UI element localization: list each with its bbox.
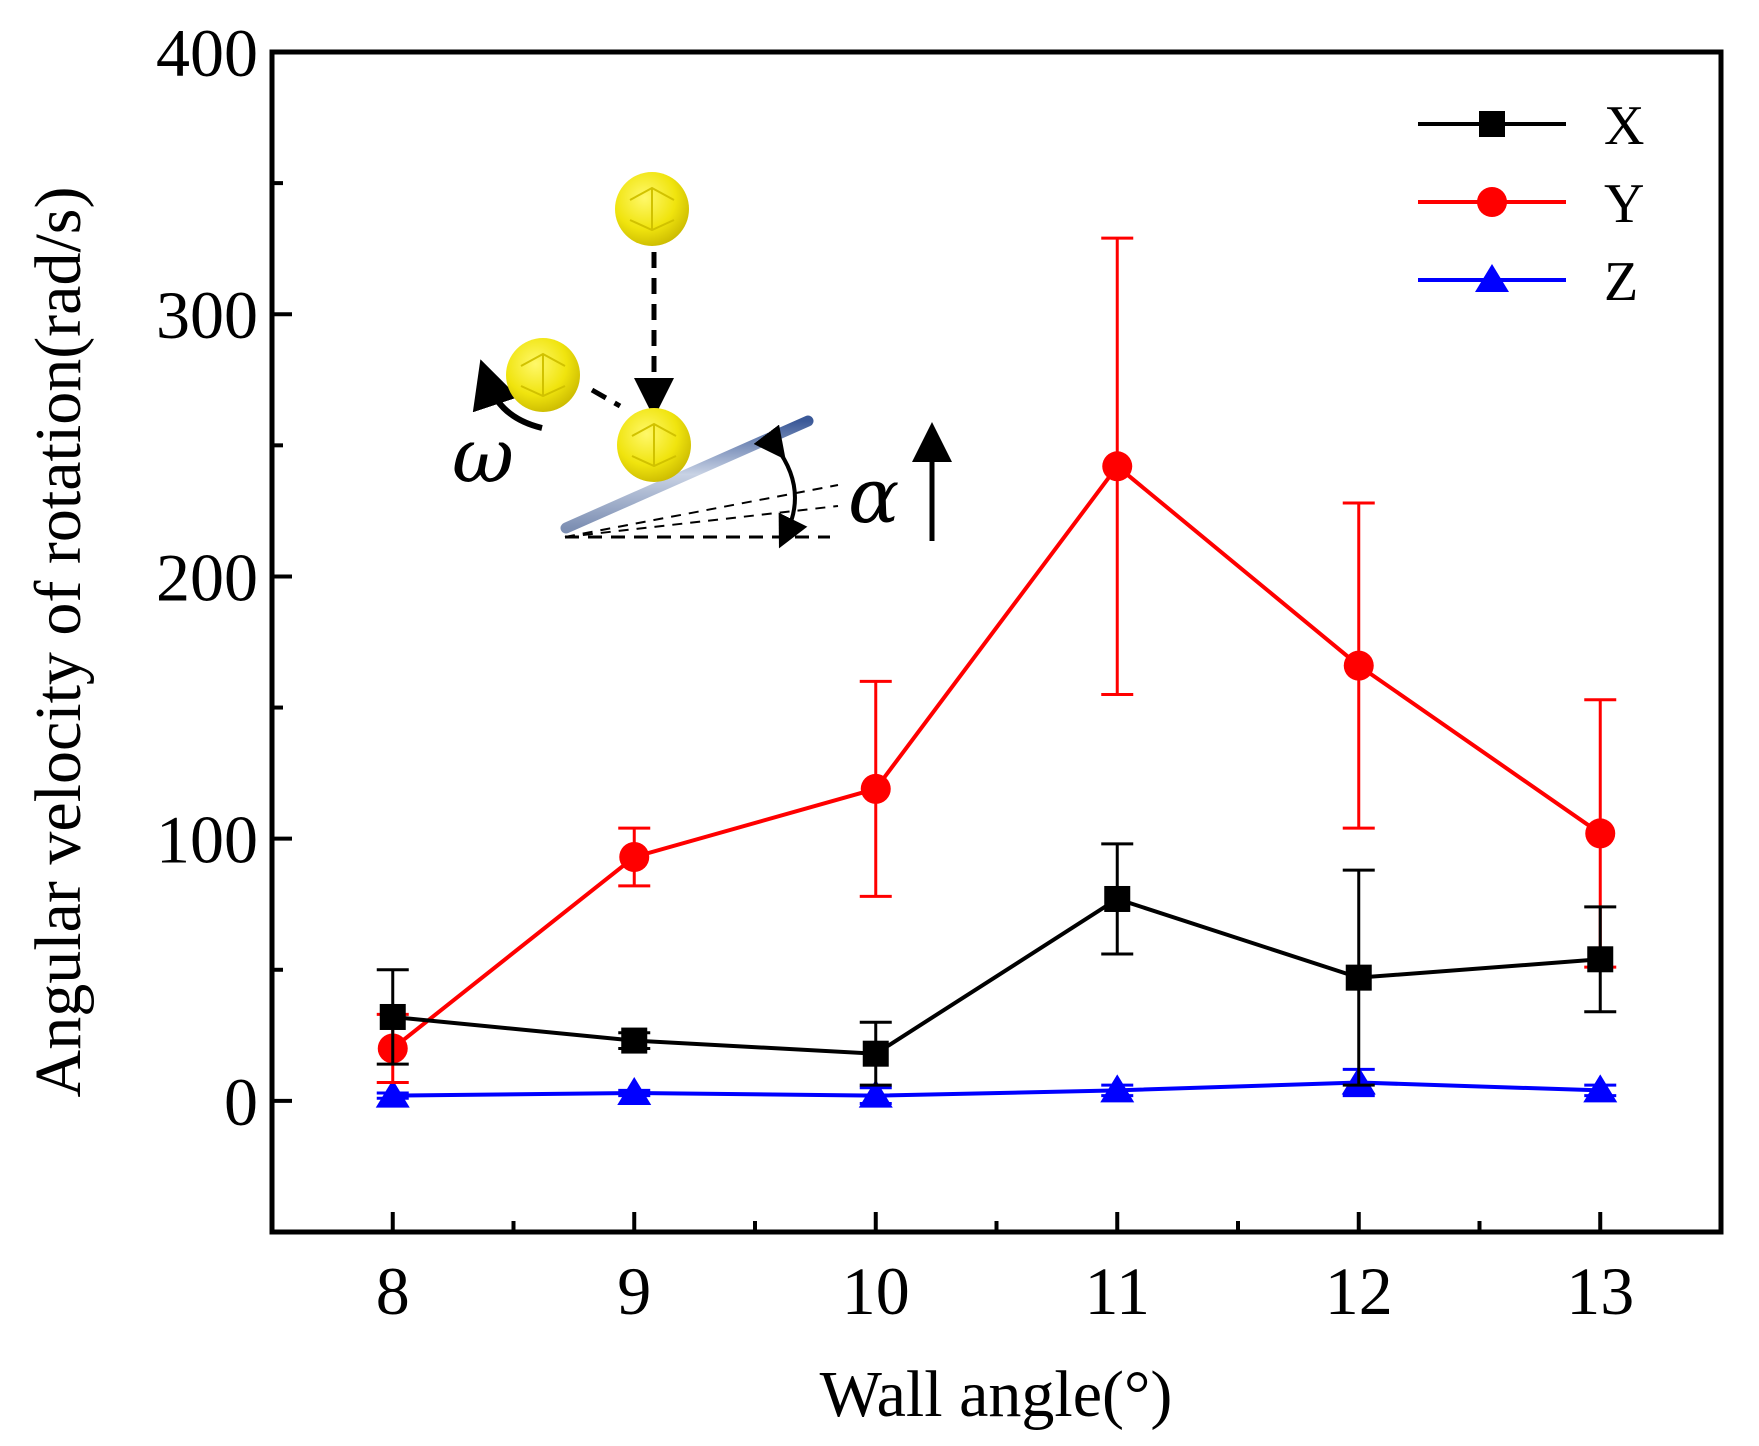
alpha-label: α <box>848 451 899 540</box>
series-z <box>375 1066 1618 1108</box>
series-line <box>392 896 1601 1056</box>
legend-label: Z <box>1604 251 1638 313</box>
y-axis-ticks: 0 100 200 300 400 <box>156 15 292 1140</box>
y-tick-label: 0 <box>224 1064 258 1140</box>
rotation-arrow-icon <box>472 359 543 431</box>
data-point <box>379 1003 406 1030</box>
data-point <box>1100 1074 1135 1103</box>
data-point <box>1104 885 1131 912</box>
x-tick-label: 13 <box>1566 1253 1634 1329</box>
inset-diagram: ω α <box>452 172 952 549</box>
data-point <box>1587 946 1614 973</box>
x-tick-label: 8 <box>376 1253 410 1329</box>
x-tick-label: 9 <box>617 1253 651 1329</box>
legend-label: X <box>1604 95 1644 157</box>
data-point <box>617 1077 652 1106</box>
data-point <box>621 1027 648 1054</box>
legend-marker <box>1475 264 1509 292</box>
data-point <box>1585 818 1616 849</box>
legend-label: Y <box>1604 173 1644 235</box>
y-tick-label: 200 <box>156 539 258 615</box>
legend-marker <box>1477 187 1507 217</box>
series-x <box>376 842 1617 1087</box>
y-axis-title: Angular velocity of rotation(rad/s) <box>22 187 95 1098</box>
data-point <box>1343 650 1374 681</box>
series-line <box>392 1080 1601 1098</box>
falling-particle <box>615 172 689 246</box>
x-tick-label: 12 <box>1325 1253 1393 1329</box>
omega-label: ω <box>452 411 514 500</box>
y-tick-label: 400 <box>156 15 258 91</box>
angle-arc-icon <box>753 424 808 549</box>
x-axis-ticks: 8 9 10 11 12 13 <box>376 1212 1634 1329</box>
rebounding-particle <box>506 338 580 412</box>
x-tick-label: 10 <box>842 1253 910 1329</box>
x-axis-title: Wall angle(°) <box>820 1358 1173 1431</box>
y-tick-label: 100 <box>156 802 258 878</box>
data-point <box>858 1079 893 1108</box>
data-point <box>1102 451 1133 482</box>
legend-item-y: Y <box>1418 173 1644 235</box>
data-point <box>1583 1074 1618 1103</box>
data-point <box>860 773 891 804</box>
impact-particle <box>617 408 691 482</box>
data-point <box>619 842 650 873</box>
data-point <box>862 1040 889 1067</box>
rebound-path-line <box>590 387 622 409</box>
data-point <box>1345 964 1372 991</box>
y-tick-label: 300 <box>156 277 258 353</box>
series-layer <box>375 236 1618 1108</box>
series-line <box>391 463 1602 1051</box>
legend-item-x: X <box>1418 95 1644 157</box>
data-point <box>375 1079 410 1108</box>
inset-dashed-incline-2 <box>564 505 839 538</box>
x-tick-label: 11 <box>1085 1253 1150 1329</box>
plot-frame <box>269 49 1724 1235</box>
legend-marker <box>1479 111 1505 137</box>
legend: XYZ <box>1418 95 1644 313</box>
legend-item-z: Z <box>1418 251 1638 313</box>
